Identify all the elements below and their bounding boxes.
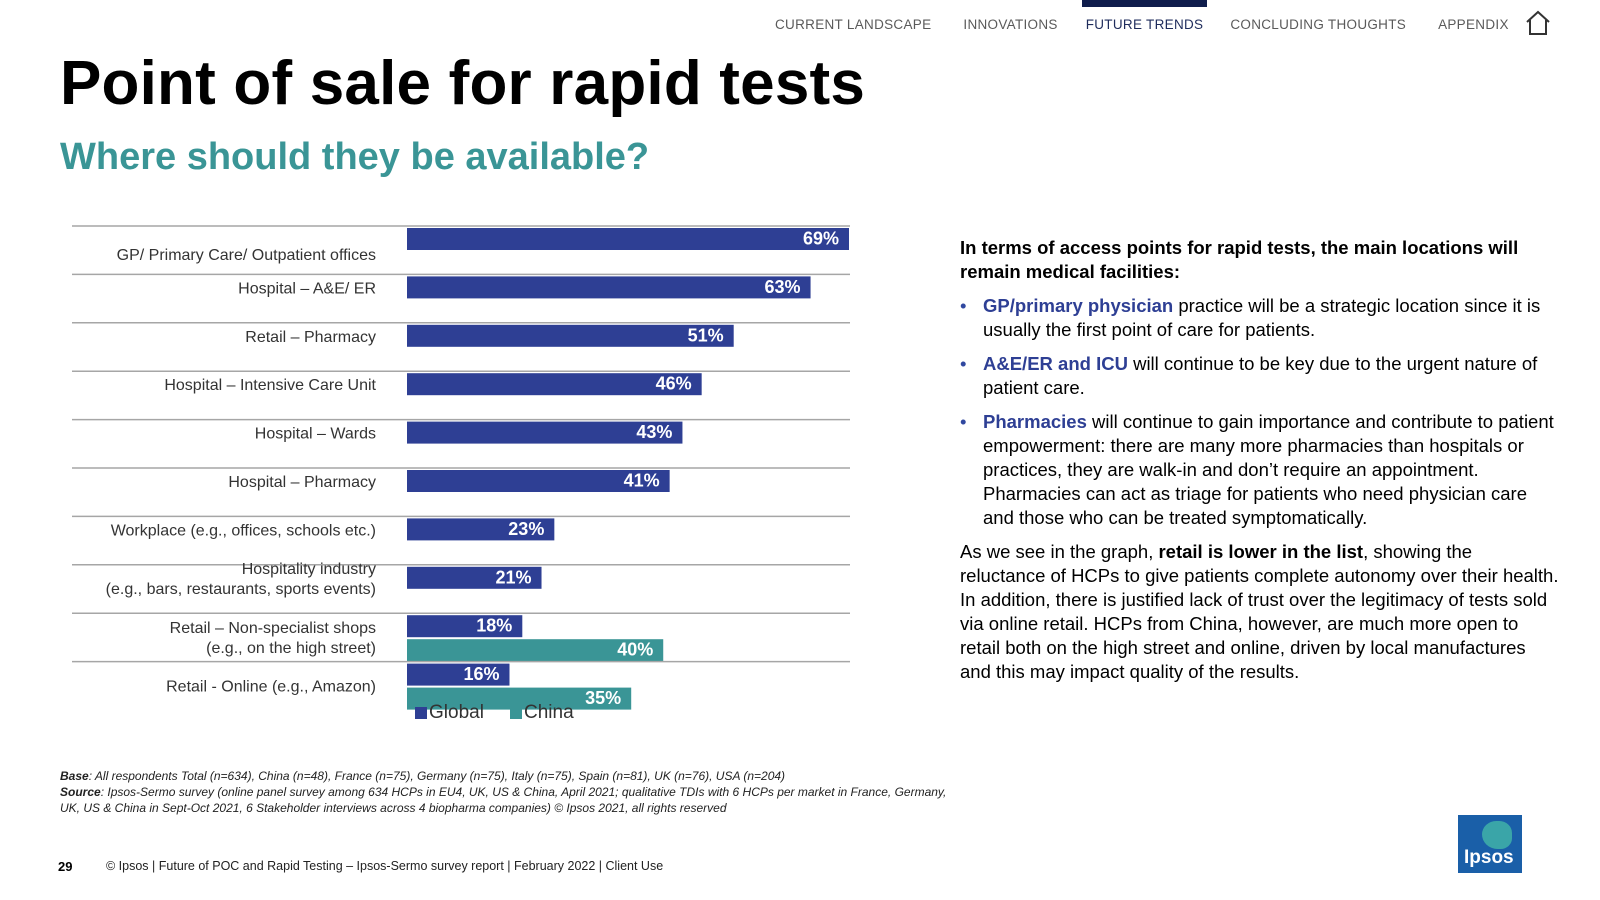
category-label: Workplace (e.g., offices, schools etc.) — [111, 522, 376, 539]
bar-global — [407, 518, 555, 541]
bar-global — [407, 421, 683, 444]
category-label: Retail – Pharmacy — [245, 329, 376, 346]
category-label: Hospital – Intensive Care Unit — [164, 377, 376, 394]
panel-intro: In terms of access points for rapid test… — [960, 237, 1519, 282]
base-text: : All respondents Total (n=634), China (… — [88, 769, 786, 783]
text-panel: In terms of access points for rapid test… — [960, 236, 1560, 684]
paragraph-text: As we see in the graph, — [960, 541, 1159, 562]
bar-global — [407, 324, 734, 347]
bullet-highlight: GP/primary physician — [983, 295, 1174, 316]
page-subtitle: Where should they be available? — [60, 136, 650, 178]
data-label-global: 69% — [803, 229, 839, 249]
bullet-list: GP/primary physician practice will be a … — [960, 294, 1560, 530]
base-note: Base: All respondents Total (n=634), Chi… — [60, 768, 960, 784]
data-label-global: 23% — [508, 519, 544, 539]
category-label: Hospital – A&E/ ER — [238, 280, 376, 297]
category-label-line: Retail – Non-specialist shops — [170, 620, 376, 637]
category-label: Hospital – Pharmacy — [228, 474, 376, 491]
category-label-line: Hospital – Intensive Care Unit — [164, 377, 376, 394]
legend-swatch-global — [415, 707, 427, 719]
legend-label-china: China — [524, 702, 574, 723]
bar-global — [407, 276, 811, 299]
paragraph-text: , showing the reluctance of HCPs to give… — [960, 541, 1559, 682]
bar-global — [407, 615, 523, 638]
tab-current-landscape[interactable]: CURRENT LANDSCAPE — [775, 17, 932, 32]
category-label: Retail - Online (e.g., Amazon) — [166, 679, 376, 696]
data-label-global: 51% — [688, 325, 724, 345]
footer-text: © Ipsos | Future of POC and Rapid Testin… — [106, 859, 664, 873]
source-text: : Ipsos-Sermo survey (online panel surve… — [60, 785, 947, 815]
page-number: 29 — [58, 859, 73, 874]
bullet-text: will continue to be key due to the urgen… — [983, 353, 1538, 398]
panel-paragraph: As we see in the graph, retail is lower … — [960, 540, 1560, 684]
data-label-global: 63% — [765, 277, 801, 297]
bullet-highlight: A&E/ER and ICU — [983, 353, 1128, 374]
logo-text: Ipsos — [1464, 847, 1514, 868]
bar-chart: 69% GP/ Primary Care/ Outpatient offices 6… — [72, 225, 850, 723]
bar-china — [407, 639, 664, 662]
data-label-global: 43% — [636, 422, 672, 442]
bar-global — [407, 566, 542, 589]
source-note: Source: Ipsos-Sermo survey (online panel… — [60, 784, 960, 816]
legend-label-global: Global — [429, 702, 484, 723]
bullet-text: practice will be a strategic location si… — [983, 295, 1541, 340]
base-label: Base — [60, 769, 89, 783]
bullet-text: will continue to gain importance and con… — [983, 411, 1554, 528]
source-label: Source — [60, 785, 101, 799]
bullet-highlight: Pharmacies — [983, 411, 1087, 432]
data-label-china: 40% — [617, 640, 653, 660]
page-title: Point of sale for rapid tests — [60, 49, 866, 118]
category-label-line: Hospital – Wards — [255, 426, 376, 443]
data-label-china: 35% — [585, 688, 621, 708]
top-nav: CURRENT LANDSCAPE INNOVATIONS FUTURE TRE… — [775, 0, 1509, 42]
tab-concluding-thoughts[interactable]: CONCLUDING THOUGHTS — [1230, 17, 1407, 32]
tab-appendix[interactable]: APPENDIX — [1438, 17, 1509, 32]
data-label-global: 41% — [624, 471, 660, 491]
data-label-global: 21% — [495, 567, 531, 587]
data-label-global: 16% — [463, 664, 499, 684]
category-label-line: Hospitality industry — [242, 561, 376, 578]
category-label-line: Hospital – A&E/ ER — [238, 280, 376, 297]
tab-innovations[interactable]: INNOVATIONS — [963, 17, 1058, 32]
home-icon[interactable] — [1524, 9, 1552, 37]
bullet-item: A&E/ER and ICU will continue to be key d… — [960, 352, 1560, 400]
category-label: Hospital – Wards — [255, 426, 376, 443]
data-label-global: 46% — [656, 374, 692, 394]
bar-china — [407, 687, 632, 710]
category-label: GP/ Primary Care/ Outpatient offices — [117, 247, 376, 264]
bar-global — [407, 373, 702, 396]
bullet-item: Pharmacies will continue to gain importa… — [960, 410, 1560, 530]
bar-global — [407, 228, 849, 250]
category-label-line: (e.g., on the high street) — [206, 640, 376, 657]
bar-global — [407, 663, 510, 686]
category-label-line: Retail – Pharmacy — [245, 329, 376, 346]
category-label: Hospitality industry (e.g., bars, restaur… — [106, 561, 376, 598]
category-label-line: Hospital – Pharmacy — [228, 474, 376, 491]
bullet-item: GP/primary physician practice will be a … — [960, 294, 1560, 342]
logo-figure-icon — [1482, 821, 1512, 849]
category-label-line: (e.g., bars, restaurants, sports events) — [106, 581, 376, 598]
paragraph-bold-text: retail is lower in the list — [1158, 541, 1364, 562]
bar-global — [407, 470, 670, 492]
category-label: Retail – Non-specialist shops (e.g., on t… — [170, 620, 376, 657]
category-label-line: GP/ Primary Care/ Outpatient offices — [117, 247, 376, 264]
ipsos-logo: Ipsos — [1458, 815, 1522, 873]
legend-swatch-china — [510, 707, 522, 719]
category-label-line: Workplace (e.g., offices, schools etc.) — [111, 522, 376, 539]
category-label-line: Retail - Online (e.g., Amazon) — [166, 679, 376, 696]
tab-future-trends[interactable]: FUTURE TRENDS — [1081, 0, 1208, 32]
data-label-global: 18% — [476, 616, 512, 636]
